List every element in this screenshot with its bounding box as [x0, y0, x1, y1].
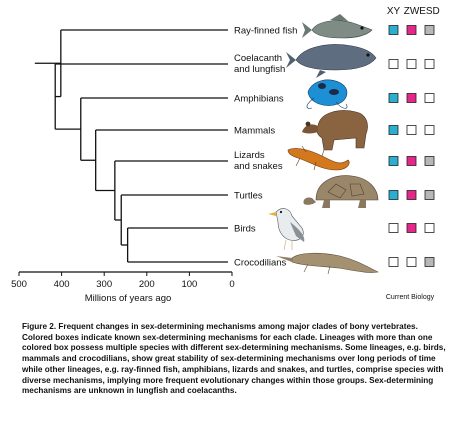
lizard-image — [287, 145, 350, 171]
mechanism-boxes — [388, 25, 435, 267]
mechanism-box-esd — [424, 257, 435, 267]
tortoise-image — [303, 175, 379, 208]
mechanism-box-zw — [406, 25, 417, 35]
mechanism-box-esd — [424, 156, 435, 166]
caption-title: Figure 2. Frequent changes in sex-determ… — [22, 322, 418, 331]
crocodile-image — [276, 252, 379, 275]
mechanism-box-xy — [388, 25, 399, 35]
clade-images — [268, 14, 379, 275]
clade-label: Amphibians — [234, 94, 284, 105]
axis-label: Millions of years ago — [85, 293, 172, 304]
clade-label: Lizards and snakes — [234, 150, 283, 172]
axis-tick-label: 500 — [11, 279, 27, 290]
axis-tick-label: 400 — [54, 279, 70, 290]
mechanism-box-xy — [388, 93, 399, 103]
ray-finned-fish-image — [302, 14, 373, 39]
mechanism-box-esd — [424, 223, 435, 233]
axis-tick-label: 300 — [96, 279, 112, 290]
coelacanth-image — [286, 44, 377, 78]
mechanism-box-xy — [388, 223, 399, 233]
caption-body: Colored boxes indicate known sex-determi… — [22, 332, 446, 396]
mechanism-box-zw — [406, 257, 417, 267]
time-axis: 500 400 300 200 100 0 — [11, 271, 235, 290]
mechanism-box-xy — [388, 257, 399, 267]
mechanism-box-zw — [406, 190, 417, 200]
axis-tick-label: 100 — [181, 279, 197, 290]
mechanism-box-esd — [424, 190, 435, 200]
journal-credit: Current Biology — [386, 294, 435, 301]
column-header-zw: ZW — [404, 6, 420, 17]
mechanism-box-xy — [388, 156, 399, 166]
mechanism-column-headers: XY ZW ESD — [387, 6, 440, 17]
mechanism-box-zw — [406, 93, 417, 103]
column-header-xy: XY — [387, 6, 401, 17]
mechanism-box-xy — [388, 125, 399, 135]
axis-tick-label: 0 — [229, 279, 234, 290]
mechanism-box-xy — [388, 59, 399, 69]
column-header-esd: ESD — [419, 6, 440, 17]
frog-image — [306, 79, 348, 109]
clade-labels: Ray-finned fish Coelacanth and lungfish Amp… — [234, 26, 297, 269]
gull-image — [268, 208, 305, 251]
clade-label: Turtles — [234, 191, 263, 202]
mechanism-box-zw — [406, 223, 417, 233]
axis-tick-label: 200 — [139, 279, 155, 290]
mechanism-box-esd — [424, 93, 435, 103]
clade-label: Birds — [234, 224, 256, 235]
mechanism-box-zw — [406, 59, 417, 69]
mechanism-box-zw — [406, 125, 417, 135]
mechanism-box-zw — [406, 156, 417, 166]
bear-image — [302, 110, 368, 151]
clade-label: Mammals — [234, 126, 275, 137]
clade-label: Crocodilians — [234, 258, 287, 269]
figure-caption: Figure 2. Frequent changes in sex-determ… — [22, 322, 458, 397]
mechanism-box-xy — [388, 190, 399, 200]
phylogenetic-tree — [34, 29, 228, 263]
clade-label: Coelacanth and lungfish — [234, 53, 285, 75]
clade-label: Ray-finned fish — [234, 26, 297, 37]
mechanism-box-esd — [424, 125, 435, 135]
mechanism-box-esd — [424, 59, 435, 69]
mechanism-box-esd — [424, 25, 435, 35]
